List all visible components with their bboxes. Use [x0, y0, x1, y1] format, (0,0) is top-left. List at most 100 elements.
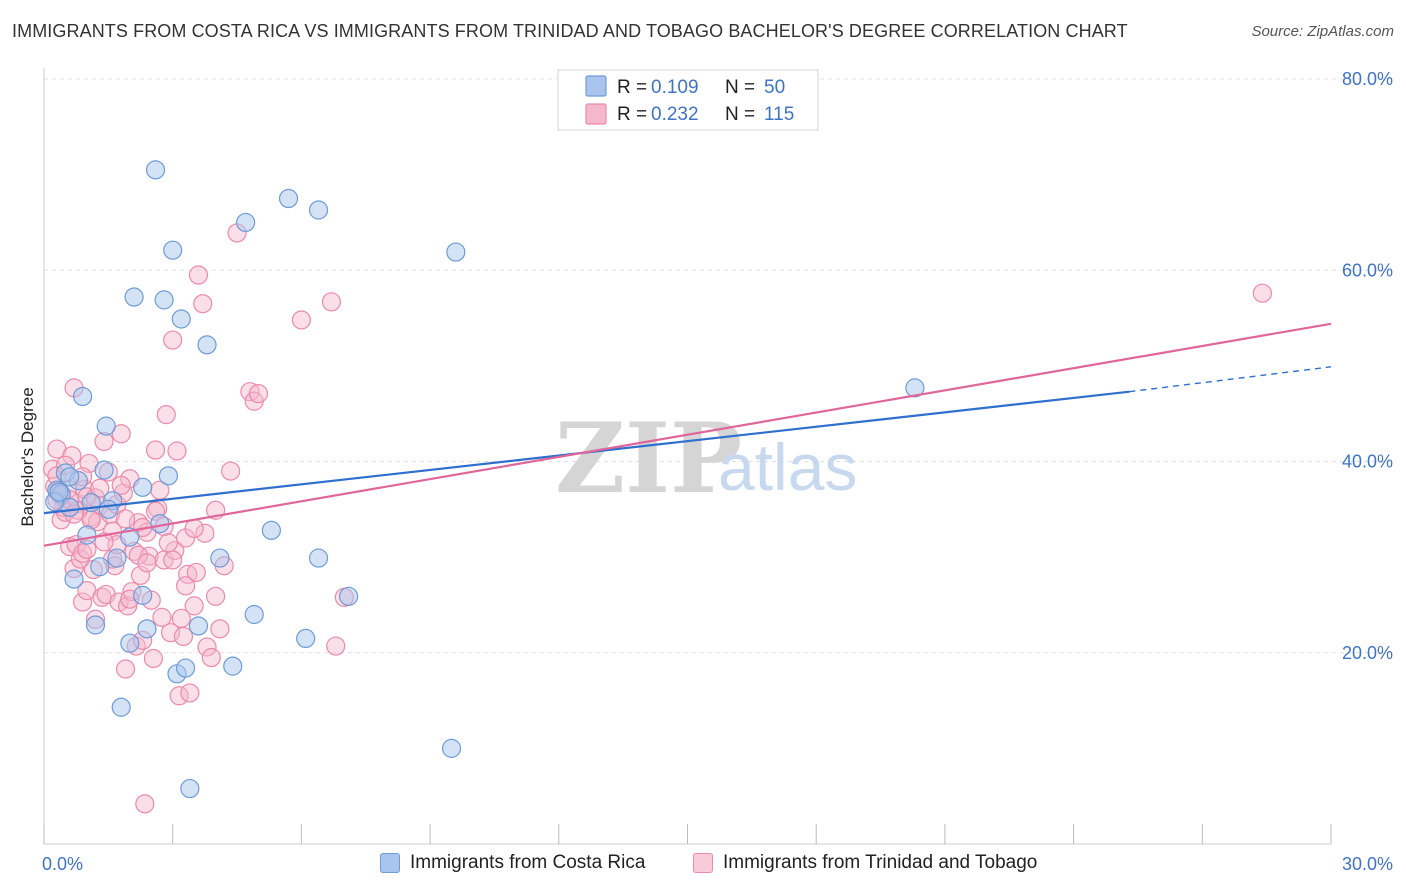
legend-n-label-2: N = — [725, 104, 755, 125]
costa-rica-point — [197, 335, 217, 355]
trinidad-point — [201, 647, 221, 668]
source-label: Source: ZipAtlas.com — [1251, 23, 1394, 40]
costa-rica-swatch — [380, 853, 400, 873]
costa-rica-point — [236, 212, 256, 233]
trinidad-point — [130, 565, 151, 585]
costa-rica-point — [107, 548, 127, 568]
trinidad-point — [169, 686, 189, 706]
legend-r-label-2: R = — [617, 104, 647, 125]
legend-n-value-2: 115 — [764, 104, 794, 125]
costa-rica-point — [338, 586, 359, 606]
y-tick-label: 40.0% — [1342, 452, 1393, 472]
trinidad-point — [186, 562, 206, 583]
costa-rica-point — [77, 525, 97, 545]
trinidad-point — [73, 592, 93, 612]
grid-lines — [44, 78, 1392, 654]
trinidad-point — [321, 292, 342, 312]
costa-rica-point — [64, 569, 84, 589]
costa-rica-point — [905, 378, 925, 398]
costa-rica-point — [171, 309, 191, 329]
costa-rica-point — [154, 290, 174, 310]
trinidad-point — [152, 607, 172, 627]
tick-labels: 20.0% 40.0% 60.0% 80.0% 0.0% 30.0% — [42, 69, 1393, 874]
trinidad-point — [111, 475, 131, 496]
costa-rica-point — [296, 628, 316, 649]
costa-rica-point — [175, 658, 196, 678]
costa-rica-point — [60, 467, 80, 487]
trinidad-point — [111, 424, 131, 444]
trinidad-trend-line — [43, 322, 1332, 547]
series-costa-rica-points — [45, 160, 925, 799]
costa-rica-point — [133, 477, 153, 497]
trinidad-point — [156, 405, 176, 425]
trinidad-point — [195, 523, 215, 543]
trinidad-point — [193, 294, 213, 314]
trinidad-point — [94, 532, 114, 552]
costa-rica-point — [49, 482, 69, 502]
costa-rica-point — [261, 520, 281, 540]
legend-n-label-1: N = — [725, 77, 755, 98]
costa-rica-point — [90, 557, 110, 577]
costa-rica-point — [188, 616, 209, 636]
legend-r-value-1: 0.109 — [651, 77, 699, 98]
trinidad-point — [210, 619, 230, 639]
bottom-legend-item-costa-rica[interactable]: Immigrants from Costa Rica — [380, 852, 645, 874]
trinidad-point — [62, 446, 82, 466]
costa-rica-point — [180, 778, 200, 799]
costa-rica-point — [244, 604, 264, 625]
chart-title: IMMIGRANTS FROM COSTA RICA VS IMMIGRANTS… — [12, 21, 1128, 41]
bottom-legend: Immigrants from Costa Rica Immigrants fr… — [0, 852, 1406, 878]
trinidad-point — [115, 659, 136, 679]
legend-swatch-blue — [585, 75, 607, 97]
legend-r-label-1: R = — [617, 77, 647, 98]
trinidad-point — [135, 794, 155, 814]
trinidad-point — [163, 550, 183, 570]
series-trinidad-points — [42, 223, 1272, 814]
costa-rica-point — [137, 619, 157, 639]
trinidad-point — [158, 533, 179, 553]
costa-rica-point — [158, 466, 179, 486]
legend-n-value-1: 50 — [764, 77, 785, 98]
costa-rica-point — [308, 200, 329, 220]
trinidad-point — [188, 265, 209, 285]
costa-rica-point — [73, 386, 93, 407]
trinidad-point — [175, 576, 196, 596]
trinidad-point — [180, 683, 200, 703]
costa-rica-point — [163, 240, 183, 260]
y-tick-label: 60.0% — [1342, 260, 1393, 280]
costa-rica-point — [94, 460, 114, 480]
trinidad-point — [90, 478, 110, 498]
watermark: ZIP atlas — [555, 402, 857, 515]
trinidad-point — [173, 626, 194, 647]
y-tick-label: 80.0% — [1342, 69, 1393, 89]
trinidad-point — [221, 461, 241, 481]
axes — [43, 68, 1332, 845]
costa-rica-point — [111, 697, 131, 717]
trinidad-point — [145, 440, 166, 460]
trinidad-point — [137, 553, 157, 573]
costa-rica-point — [145, 160, 166, 180]
trinidad-point — [143, 648, 163, 669]
x-tick-label: 30.0% — [1342, 854, 1393, 874]
legend: R = 0.109 N = 50 R = 0.232 N = 115 — [557, 69, 819, 131]
trinidad-label: Immigrants from Trinidad and Tobago — [723, 852, 1038, 873]
trinidad-point — [167, 441, 187, 461]
costa-rica-point — [223, 656, 243, 676]
trend-lines — [43, 322, 1332, 547]
legend-swatch-pink — [585, 103, 607, 125]
costa-rica-trend-extension — [1129, 366, 1332, 393]
trinidad-point — [163, 330, 183, 350]
trinidad-swatch — [693, 853, 713, 873]
costa-rica-point — [210, 548, 230, 568]
trinidad-point — [197, 637, 217, 657]
costa-rica-label: Immigrants from Costa Rica — [410, 852, 646, 873]
trinidad-point — [248, 384, 269, 404]
watermark-atlas: atlas — [718, 430, 857, 504]
costa-rica-point — [98, 499, 118, 519]
y-tick-label: 20.0% — [1342, 643, 1393, 663]
trinidad-point — [184, 596, 204, 616]
costa-rica-point — [441, 738, 462, 758]
trinidad-point — [165, 540, 185, 561]
bottom-legend-item-trinidad[interactable]: Immigrants from Trinidad and Tobago — [693, 852, 1037, 874]
